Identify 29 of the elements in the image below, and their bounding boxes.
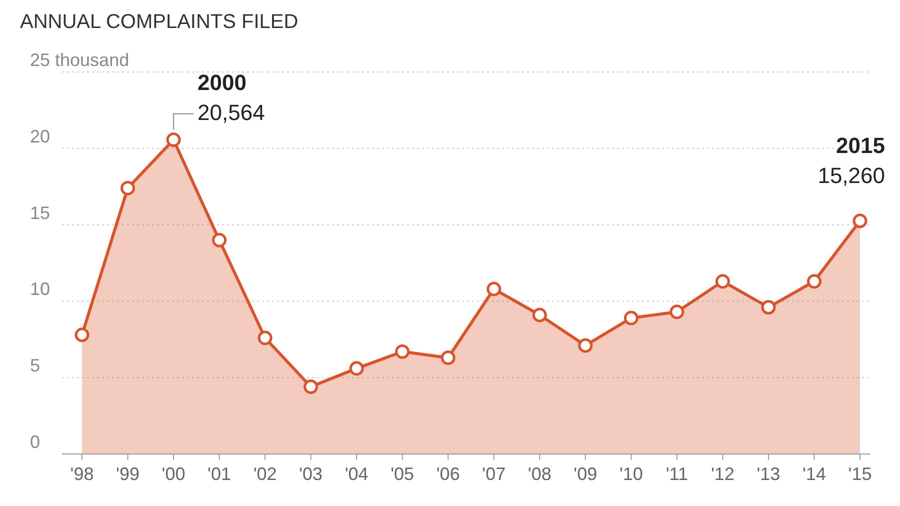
x-tick-label: '04 bbox=[344, 464, 368, 484]
y-tick-label: 15 bbox=[30, 202, 50, 223]
x-tick-label: '12 bbox=[710, 464, 734, 484]
x-tick-label: '00 bbox=[162, 464, 186, 484]
chart-title: ANNUAL COMPLAINTS FILED bbox=[20, 11, 298, 33]
x-tick-label: '02 bbox=[253, 464, 277, 484]
x-tick-label: '05 bbox=[390, 464, 414, 484]
x-tick-label: '11 bbox=[666, 464, 688, 484]
y-tick-label: 5 bbox=[30, 356, 40, 376]
x-tick-label: '06 bbox=[436, 464, 460, 484]
x-tick-label: '14 bbox=[802, 464, 826, 484]
y-tick-label: 10 bbox=[30, 279, 50, 300]
annotation: 20,564 bbox=[198, 100, 265, 125]
y-tick-label: 0 bbox=[30, 432, 40, 452]
x-tick-label: '13 bbox=[756, 464, 780, 484]
x-tick-label: '99 bbox=[116, 464, 140, 484]
x-tick-label: '15 bbox=[848, 464, 872, 484]
y-tick-label: 20 bbox=[30, 126, 50, 146]
x-tick-label: '09 bbox=[574, 464, 598, 484]
x-tick-label: '10 bbox=[619, 464, 643, 484]
x-tick-label: '98 bbox=[70, 464, 94, 484]
x-tick-label: '07 bbox=[482, 464, 506, 484]
x-tick-label: '03 bbox=[299, 464, 323, 484]
x-tick-label: '08 bbox=[528, 464, 552, 484]
x-tick-label: '01 bbox=[208, 464, 232, 484]
annotation: 2015 bbox=[836, 132, 885, 158]
annotation: 2000 bbox=[198, 70, 246, 95]
y-tick-label: 25 thousand bbox=[30, 50, 130, 70]
annotation: 15,260 bbox=[818, 162, 885, 188]
